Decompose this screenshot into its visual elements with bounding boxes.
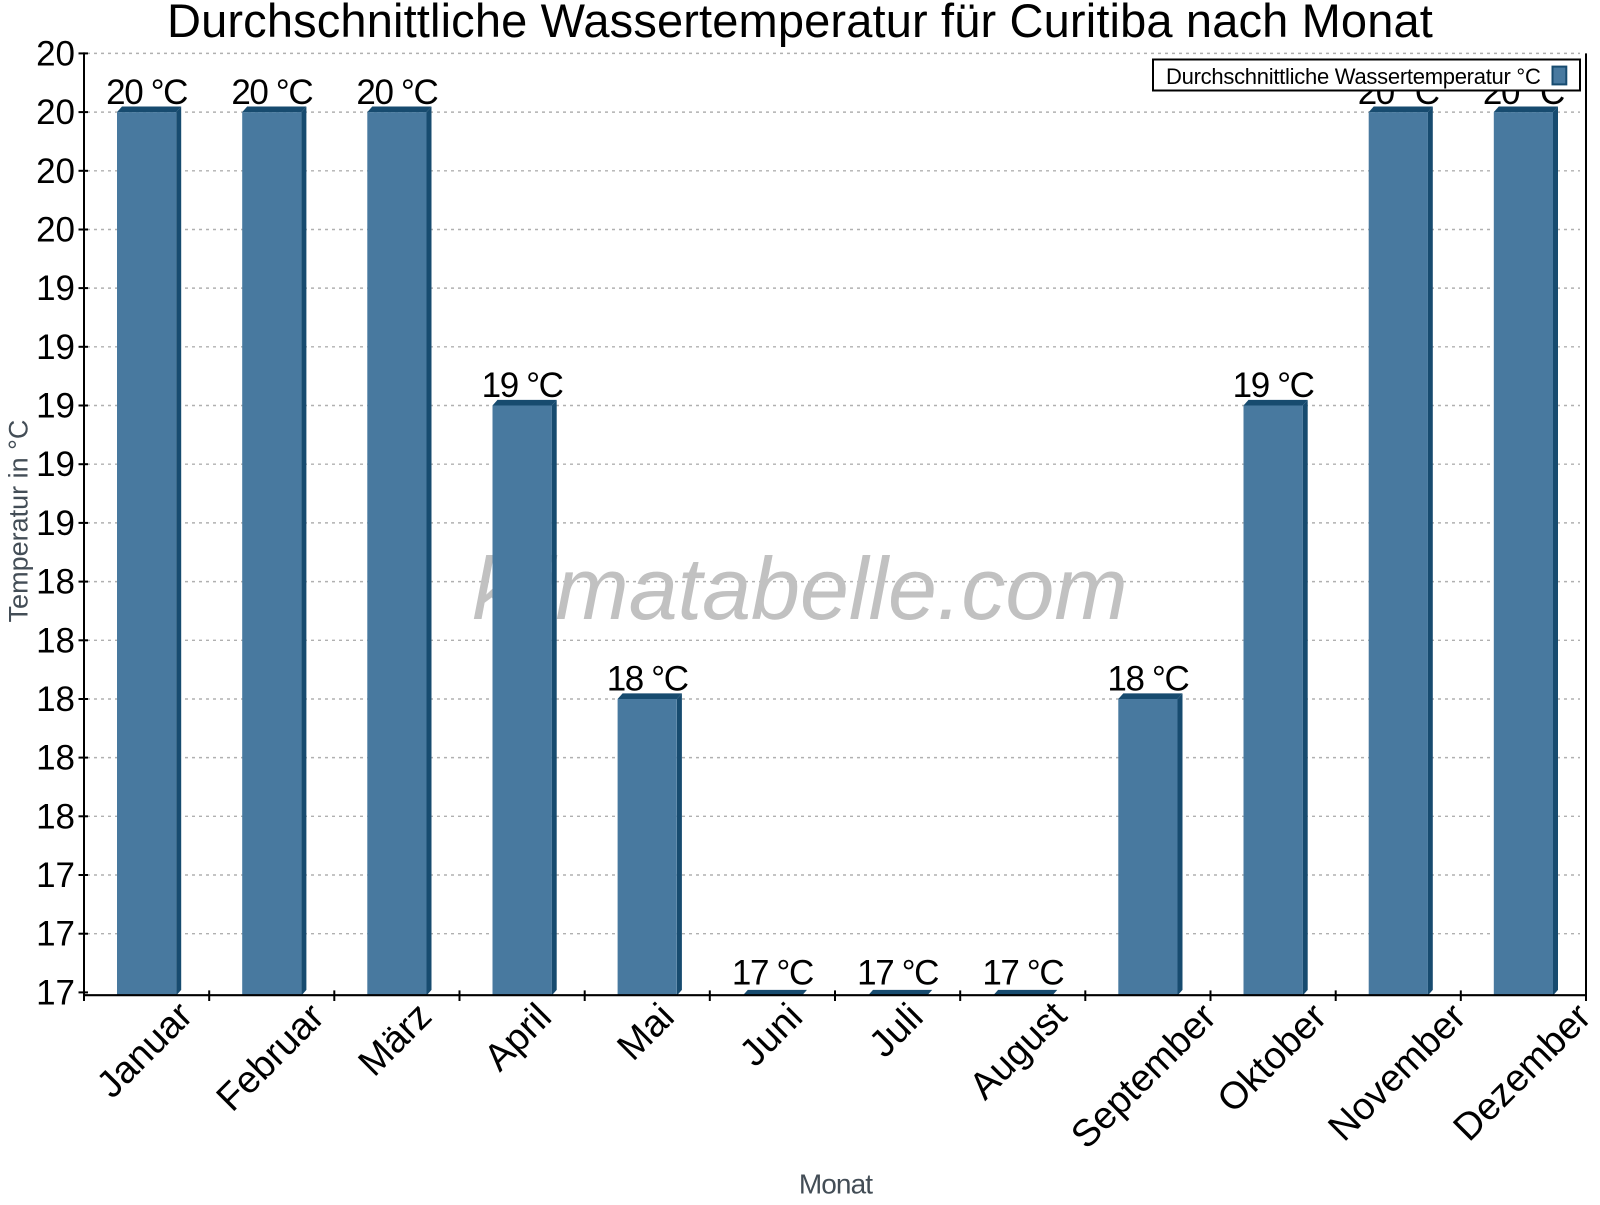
svg-text:klimatabelle.com: klimatabelle.com (472, 539, 1127, 638)
svg-text:17 °C: 17 °C (982, 954, 1063, 993)
svg-text:20: 20 (36, 34, 75, 73)
svg-text:20 °C: 20 °C (231, 73, 312, 112)
svg-text:19 °C: 19 °C (482, 366, 563, 405)
svg-text:19: 19 (36, 504, 75, 543)
svg-text:18: 18 (36, 563, 75, 602)
svg-text:20 °C: 20 °C (106, 73, 187, 112)
svg-text:18: 18 (36, 680, 75, 719)
svg-text:19: 19 (36, 269, 75, 308)
svg-text:17: 17 (36, 973, 75, 1012)
svg-text:Monat: Monat (799, 1169, 873, 1200)
svg-text:19: 19 (36, 445, 75, 484)
svg-text:19: 19 (36, 328, 75, 367)
svg-text:19 °C: 19 °C (1233, 366, 1314, 405)
svg-text:20: 20 (36, 211, 75, 250)
svg-text:17: 17 (36, 856, 75, 895)
svg-text:20: 20 (36, 93, 75, 132)
svg-text:18 °C: 18 °C (607, 660, 688, 699)
svg-text:18 °C: 18 °C (1107, 660, 1188, 699)
svg-text:Durchschnittliche Wassertemper: Durchschnittliche Wassertemperatur für C… (167, 0, 1433, 47)
svg-text:20: 20 (36, 152, 75, 191)
svg-text:19: 19 (36, 387, 75, 426)
svg-text:17 °C: 17 °C (732, 954, 813, 993)
svg-text:Durchschnittliche Wassertemper: Durchschnittliche Wassertemperatur °C (1166, 64, 1541, 89)
svg-text:Temperatur in °C: Temperatur in °C (4, 420, 34, 623)
svg-text:17: 17 (36, 915, 75, 954)
svg-text:18: 18 (36, 739, 75, 778)
svg-text:17 °C: 17 °C (857, 954, 938, 993)
svg-text:18: 18 (36, 621, 75, 660)
svg-text:20 °C: 20 °C (356, 73, 437, 112)
svg-text:18: 18 (36, 797, 75, 836)
